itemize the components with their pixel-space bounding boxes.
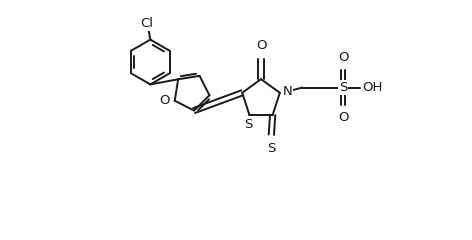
- Text: N: N: [282, 85, 292, 98]
- Text: Cl: Cl: [140, 17, 153, 30]
- Text: S: S: [339, 81, 347, 94]
- Text: S: S: [244, 118, 253, 131]
- Text: O: O: [160, 94, 170, 107]
- Text: O: O: [256, 39, 266, 52]
- Text: O: O: [338, 111, 348, 124]
- Text: OH: OH: [362, 81, 383, 94]
- Text: O: O: [338, 51, 348, 64]
- Text: S: S: [267, 142, 276, 155]
